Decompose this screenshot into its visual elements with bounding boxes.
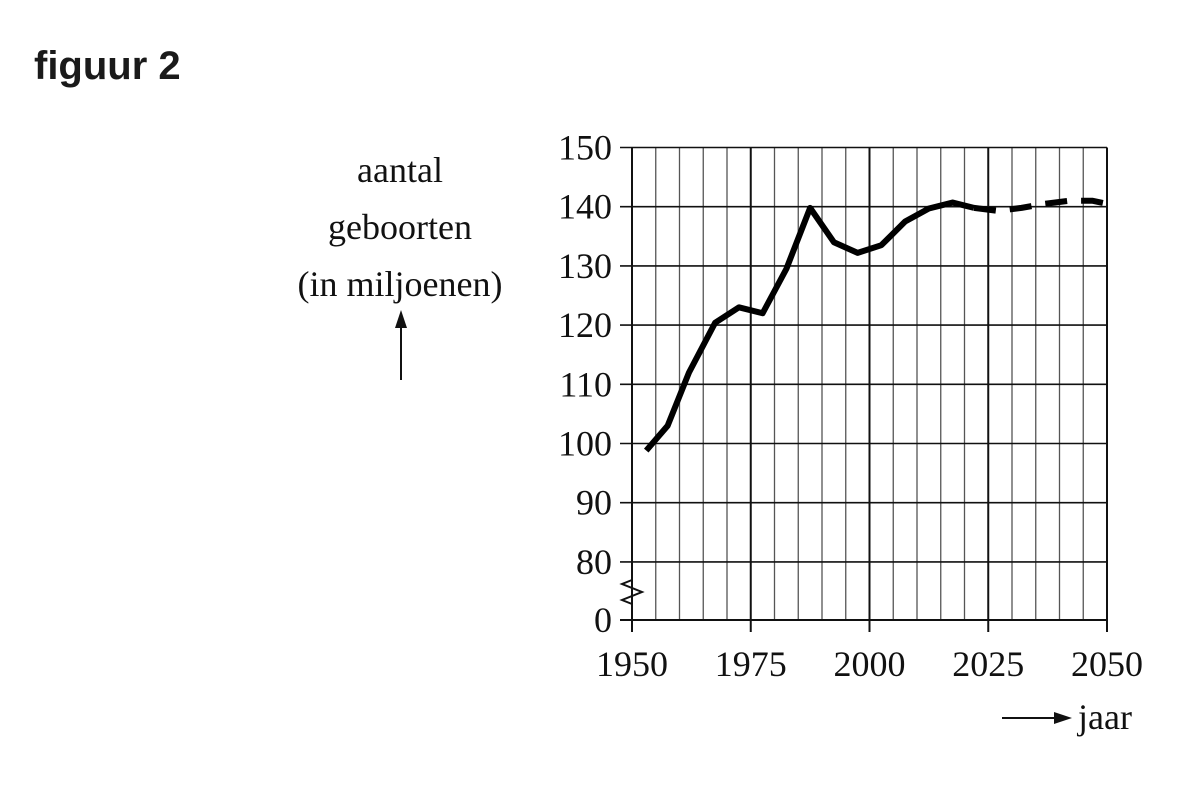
y-tick-label: 0 [594, 600, 612, 640]
x-tick-label: 2025 [952, 644, 1024, 684]
y-tick-label: 100 [558, 424, 612, 464]
y-axis-label-line: aantal [357, 150, 443, 190]
x-tick-label: 1950 [596, 644, 668, 684]
series-line-dashed [973, 197, 1108, 214]
y-tick-label: 130 [558, 246, 612, 286]
x-tick-label: 2000 [834, 644, 906, 684]
y-tick-label: 90 [576, 483, 612, 523]
y-tick-label: 120 [558, 305, 612, 345]
y-axis-label-line: geboorten [328, 207, 472, 247]
x-tick-label: 2050 [1071, 644, 1143, 684]
y-axis-with-break [619, 147, 645, 632]
arrow-up-icon [395, 310, 407, 328]
y-tick-label: 80 [576, 542, 612, 582]
y-axis-label-line: (in miljoenen) [297, 264, 503, 304]
x-tick-label: 1975 [715, 644, 787, 684]
y-tick-label: 150 [558, 128, 612, 168]
y-axis-label: aantal geboorten (in miljoenen) [260, 142, 540, 313]
x-axis-label: jaar [1076, 697, 1132, 737]
y-tick-label: 110 [559, 364, 612, 404]
arrow-right-icon [1054, 712, 1072, 724]
y-tick-label: 140 [558, 187, 612, 227]
series-line-solid [643, 199, 975, 453]
figure-title: figuur 2 [34, 44, 181, 88]
